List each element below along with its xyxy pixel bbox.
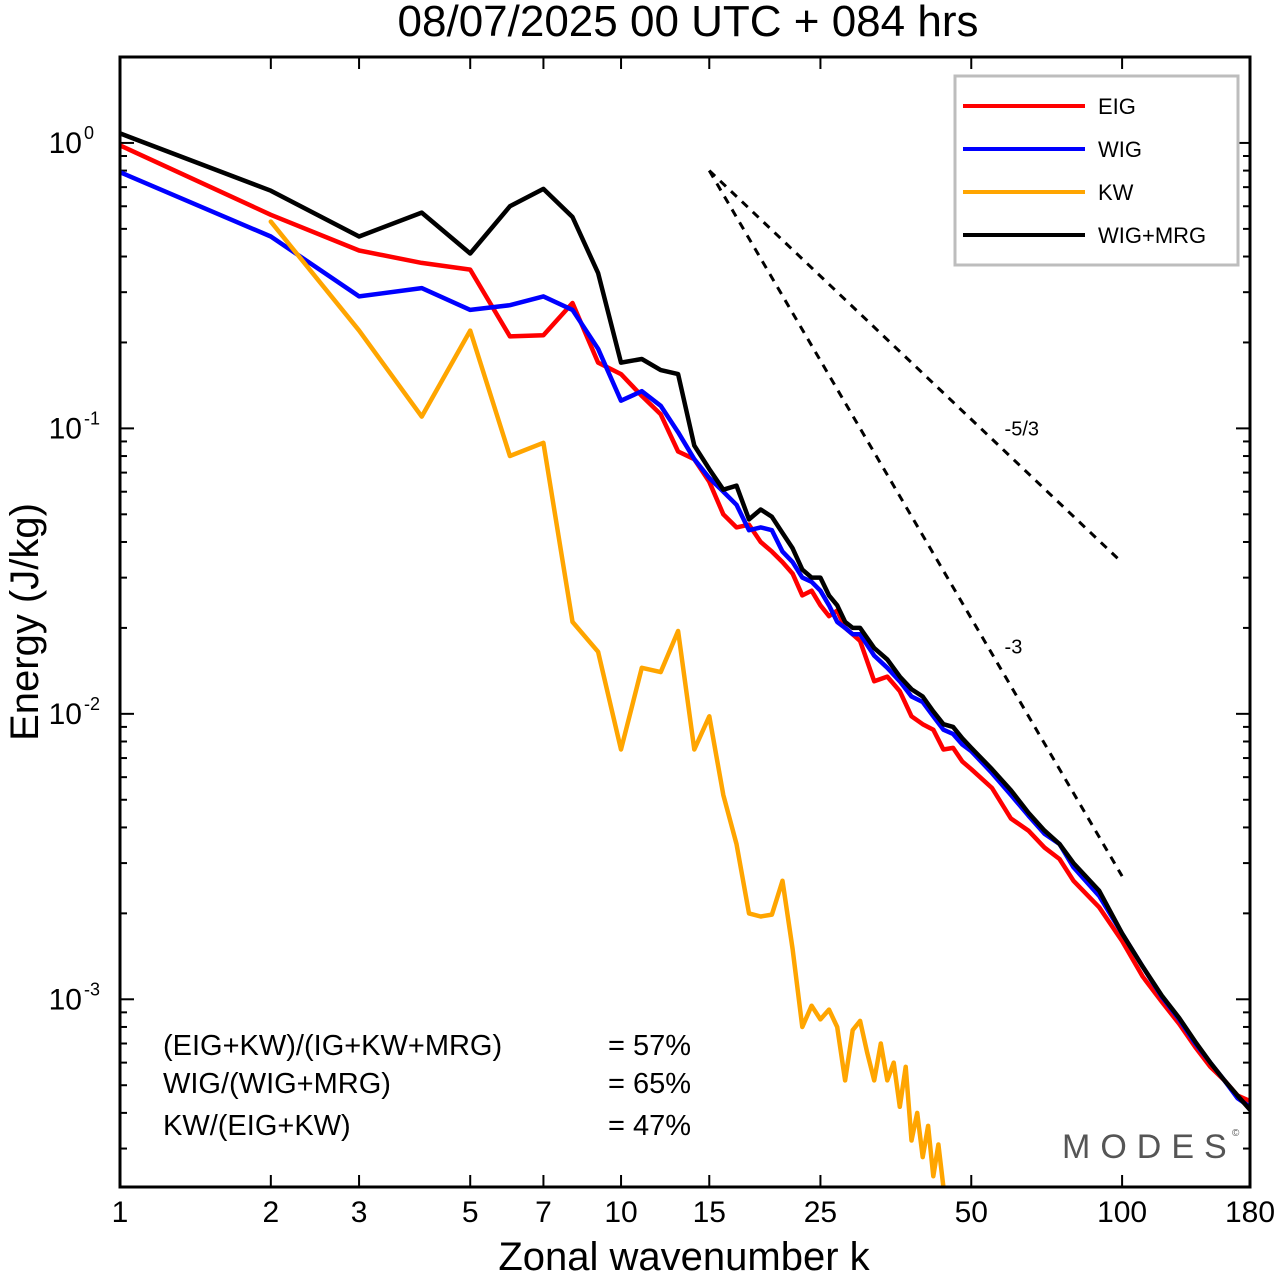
series-lines [120,131,1250,1187]
chart-title: 08/07/2025 00 UTC + 084 hrs [398,0,979,46]
stat-label: KW/(EIG+KW) [163,1110,351,1142]
series-line-wig [120,169,1250,1110]
series-line-wig-mrg [120,131,1250,1113]
x-tick-label: 1 [112,1196,129,1229]
modes-logo: MODES [1062,1128,1237,1166]
stat-label: WIG/(WIG+MRG) [163,1068,391,1100]
y-tick-base: 10 [49,698,82,731]
y-tick-exponent: 0 [84,123,94,143]
stat-value: = 57% [608,1030,691,1062]
stat-label: (EIG+KW)/(IG+KW+MRG) [163,1030,502,1062]
x-tick-labels: 1 2 3 5 7 10 15 25 50 100 180 [112,1196,1275,1229]
y-tick-label: 10 [49,127,82,160]
y-tick-label: 10 [49,983,82,1016]
x-tick-label: 3 [351,1196,368,1229]
legend-label: EIG [1098,94,1136,119]
x-tick-label: 15 [693,1196,726,1229]
reference-slope-label: -5/3 [1005,418,1039,440]
stat-value: = 47% [608,1110,691,1142]
legend-label: WIG+MRG [1098,223,1206,248]
reference-slope-line [707,169,1124,877]
y-tick-label: 10 [49,412,82,445]
y-tick-label: 10 [49,698,82,731]
stats-block: (EIG+KW)/(IG+KW+MRG) = 57% WIG/(WIG+MRG)… [163,1030,691,1142]
series-line-kw [268,219,946,1187]
logo-copyright-mark: © [1232,1128,1240,1139]
reference-slopes [707,169,1124,877]
x-tick-label: 5 [462,1196,479,1229]
x-tick-label: 10 [604,1196,637,1229]
y-tick-base: 10 [49,983,82,1016]
legend-label: KW [1098,180,1134,205]
stat-value: = 65% [608,1068,691,1100]
y-tick-exponent: -3 [84,979,100,999]
x-tick-label: 2 [262,1196,279,1229]
x-tick-label: 25 [804,1196,837,1229]
y-tick-exponent: -2 [84,694,100,714]
y-tick-base: 10 [49,127,82,160]
y-tick-base: 10 [49,412,82,445]
x-tick-label: 50 [955,1196,988,1229]
y-tick-exponent: -1 [84,408,100,428]
legend-label: WIG [1098,137,1142,162]
reference-slope-line [708,169,1124,564]
x-tick-label: 180 [1225,1196,1275,1229]
x-tick-label: 100 [1097,1196,1147,1229]
reference-slope-label: -3 [1005,637,1023,659]
plot-frame [118,55,1252,1189]
legend: EIG WIG KW WIG+MRG [953,74,1240,267]
y-axis-label: Energy (J/kg) [3,503,47,741]
x-tick-label: 7 [535,1196,552,1229]
x-axis-label: Zonal wavenumber k [498,1235,870,1279]
